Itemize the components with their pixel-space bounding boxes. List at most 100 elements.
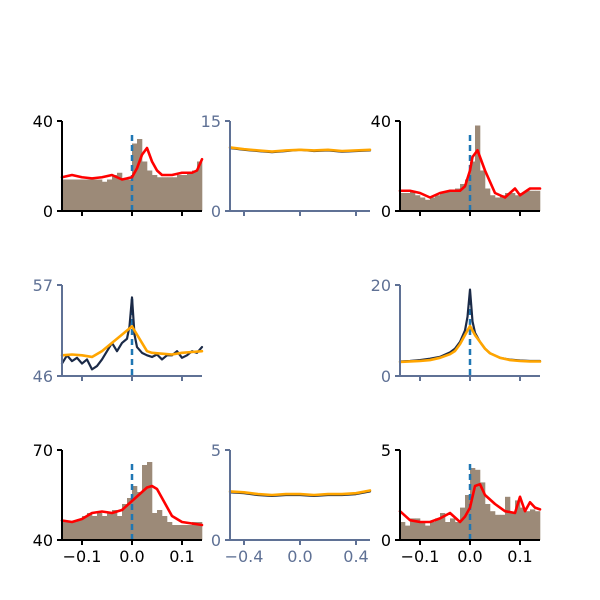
histogram-bar xyxy=(182,175,188,211)
histogram-bar xyxy=(77,179,83,211)
histogram-bar xyxy=(490,195,496,211)
histogram-bar xyxy=(455,188,461,211)
histogram-bar xyxy=(440,513,446,540)
histogram-bar xyxy=(132,143,138,211)
histogram-bar xyxy=(520,507,526,540)
histogram-bar xyxy=(505,193,511,211)
histogram-bar xyxy=(415,195,421,211)
subplot-r3c3: 0 5 −0.1 0.0 0.1 xyxy=(381,441,542,566)
histogram-bar xyxy=(515,195,521,211)
histogram-bar xyxy=(197,522,203,540)
histogram-bar xyxy=(525,190,531,211)
subplot-r1c3: 0 40 xyxy=(371,112,542,221)
histogram-bar xyxy=(72,522,78,540)
histogram-bar xyxy=(460,184,466,211)
x-tick-label: −0.4 xyxy=(225,547,264,566)
y-tick-label: 46 xyxy=(33,367,53,386)
histogram-bar xyxy=(142,161,148,211)
histogram-bar xyxy=(495,197,501,211)
histogram-bar xyxy=(162,177,168,211)
histogram-bar xyxy=(102,516,108,540)
histogram-bar xyxy=(450,190,456,211)
histogram-bar xyxy=(430,522,436,540)
histogram-bar xyxy=(197,161,203,211)
histogram-bar xyxy=(525,511,531,540)
histogram-bar xyxy=(157,510,163,540)
series-line-orange xyxy=(60,325,204,359)
y-tick-label: 70 xyxy=(33,441,53,460)
histogram-bar xyxy=(77,519,83,540)
histogram-bar xyxy=(72,179,78,211)
histogram-bar xyxy=(62,179,68,211)
histogram-bar xyxy=(470,468,476,540)
subplot-r3c2: 0 5 −0.4 0.0 0.4 xyxy=(211,441,372,566)
x-tick-label: −0.1 xyxy=(401,547,440,566)
y-tick-label: 20 xyxy=(371,276,391,295)
histogram-bar xyxy=(187,172,193,211)
histogram-bar xyxy=(500,514,506,540)
histogram-bar xyxy=(435,195,441,211)
histogram-bar xyxy=(435,518,441,540)
histogram-bar xyxy=(112,510,118,540)
histogram-bar xyxy=(515,500,521,540)
histogram-bar xyxy=(137,492,143,540)
histogram-bar xyxy=(87,513,93,540)
histogram-bar xyxy=(405,193,411,211)
histogram-bar xyxy=(127,498,133,540)
histogram-bar xyxy=(455,522,461,540)
y-tick-label: 0 xyxy=(43,202,53,221)
histogram-bar xyxy=(485,188,491,211)
histogram-bar xyxy=(87,179,93,211)
histogram-bar xyxy=(420,522,426,540)
histogram-bar xyxy=(470,161,476,211)
histogram-bar xyxy=(107,513,113,540)
series-line-red xyxy=(60,146,204,181)
histogram-bar xyxy=(410,190,416,211)
histogram-bar xyxy=(495,514,501,540)
x-tick-label: 0.1 xyxy=(169,547,194,566)
series-line-orange xyxy=(398,324,542,364)
histogram-bars xyxy=(400,468,541,540)
histogram-bars xyxy=(400,125,541,211)
histogram-bar xyxy=(425,199,431,211)
histogram-bar xyxy=(67,179,73,211)
histogram-bar xyxy=(147,170,153,211)
histogram-bar xyxy=(182,525,188,540)
histogram-bar xyxy=(112,175,118,211)
x-tick-label: 0.1 xyxy=(507,547,532,566)
histogram-bar xyxy=(405,525,411,540)
y-tick-label: 0 xyxy=(381,202,391,221)
histogram-bar xyxy=(157,177,163,211)
y-tick-label: 0 xyxy=(381,367,391,386)
histogram-bar xyxy=(400,193,406,211)
y-tick-label: 0 xyxy=(211,202,221,221)
histogram-bar xyxy=(445,190,451,211)
histogram-bar xyxy=(530,509,536,540)
histogram-bar xyxy=(505,496,511,540)
histogram-bar xyxy=(177,525,183,540)
histogram-bar xyxy=(82,516,88,540)
x-tick-label: 0.0 xyxy=(457,547,482,566)
histogram-bar xyxy=(177,175,183,211)
histogram-bar xyxy=(127,179,133,211)
histogram-bar xyxy=(485,504,491,540)
subplot-r2c3: 0 20 xyxy=(371,276,542,386)
histogram-bar xyxy=(152,513,158,540)
histogram-bar xyxy=(415,518,421,540)
histogram-bar xyxy=(530,190,536,211)
histogram-bar xyxy=(192,522,198,540)
histogram-bar xyxy=(122,504,128,540)
histogram-bar xyxy=(187,525,193,540)
histogram-bar xyxy=(92,179,98,211)
series-line-red xyxy=(60,484,204,527)
subplot-r2c1: 46 57 xyxy=(33,276,204,386)
histogram-bar xyxy=(67,522,73,540)
y-tick-label: 40 xyxy=(33,531,53,550)
histogram-bar xyxy=(460,507,466,540)
series-line-red xyxy=(398,482,542,524)
histogram-bar xyxy=(535,190,541,211)
histogram-bar xyxy=(82,179,88,211)
histogram-bar xyxy=(117,172,123,211)
histogram-bar xyxy=(162,516,168,540)
